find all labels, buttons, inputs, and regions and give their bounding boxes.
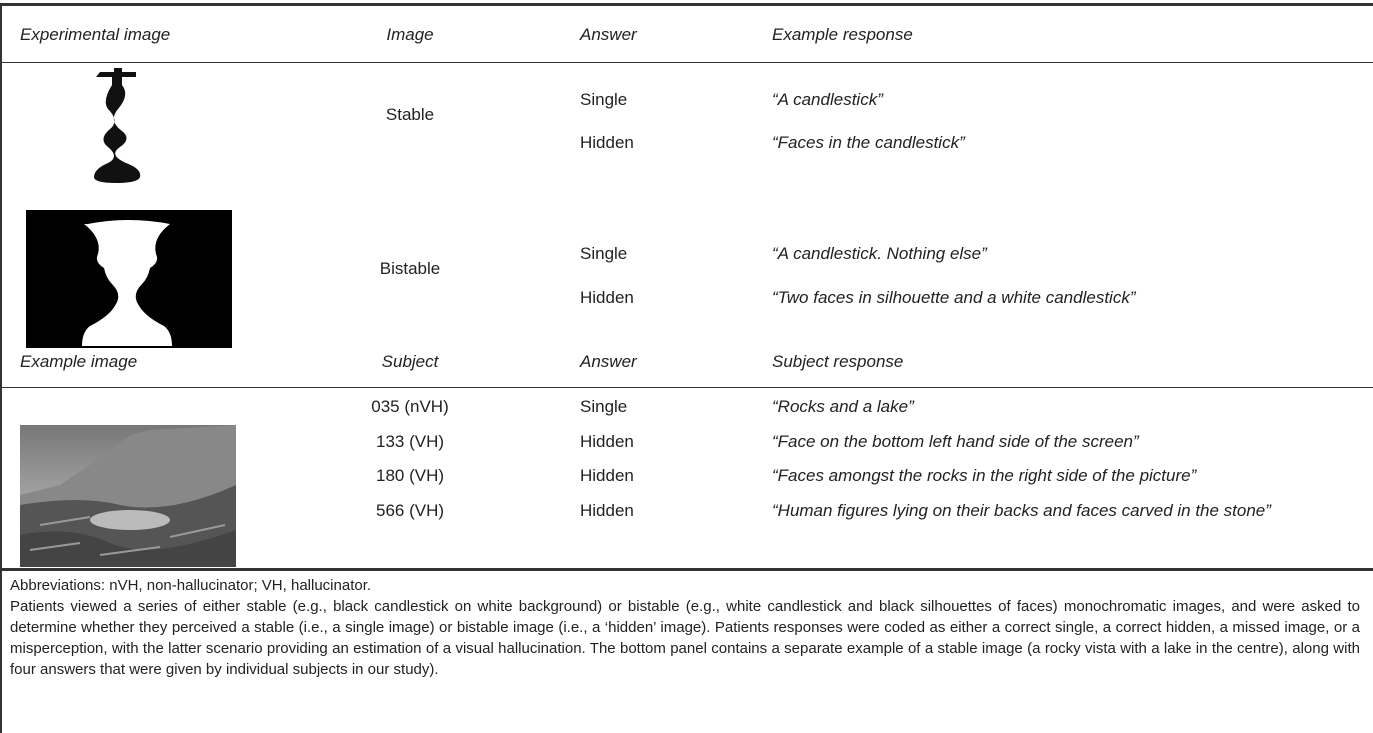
column-header: Answer	[580, 25, 637, 44]
response: “A candlestick. Nothing else”	[772, 244, 987, 263]
answer: Hidden	[580, 500, 634, 520]
answer: Hidden	[580, 133, 634, 152]
note: Abbreviations: nVH, non-hallucinator; VH…	[10, 577, 372, 594]
top-rule	[2, 3, 1373, 6]
header-rule	[2, 62, 1373, 63]
image-type: Bistable	[379, 259, 441, 278]
column-header: Example response	[772, 25, 913, 44]
response: “A candlestick”	[772, 90, 883, 109]
subject: 180 (VH)	[375, 466, 445, 485]
response: “Face on the bottom left hand side of th…	[772, 431, 1139, 451]
subject: 566 (VH)	[375, 500, 445, 520]
column-header: Answer	[580, 352, 637, 371]
answer: Single	[580, 397, 628, 416]
subject: 035 (nVH)	[371, 397, 449, 416]
column-header: Image	[386, 25, 434, 44]
left-border	[0, 3, 2, 733]
response: “Human figures lying on their backs and …	[772, 500, 1271, 520]
answer: Single	[580, 244, 628, 263]
table-notes: Abbreviations: nVH, non-hallucinator; VH…	[10, 575, 1360, 680]
rocky-lake-image	[20, 425, 236, 567]
note: Patients viewed a series of either stabl…	[10, 598, 1360, 678]
response: “Faces in the candlestick”	[772, 133, 965, 152]
column-header: Subject	[381, 352, 439, 371]
header2-rule	[2, 387, 1373, 388]
response: “Rocks and a lake”	[772, 397, 914, 416]
response: “Two faces in silhouette and a white can…	[772, 288, 1136, 307]
bottom-rule	[2, 568, 1373, 571]
column-header: Subject response	[772, 352, 904, 371]
answer: Hidden	[580, 431, 634, 451]
answer: Single	[580, 90, 628, 109]
subject: 133 (VH)	[375, 431, 445, 451]
column-header: Example image	[20, 352, 138, 371]
answer: Hidden	[580, 466, 634, 485]
rubin-vase-image	[26, 210, 232, 348]
column-header: Experimental image	[20, 25, 171, 44]
response: “Faces amongst the rocks in the right si…	[772, 466, 1197, 485]
image-type: Stable	[385, 105, 435, 124]
candlestick-image	[94, 68, 141, 183]
answer: Hidden	[580, 288, 634, 307]
